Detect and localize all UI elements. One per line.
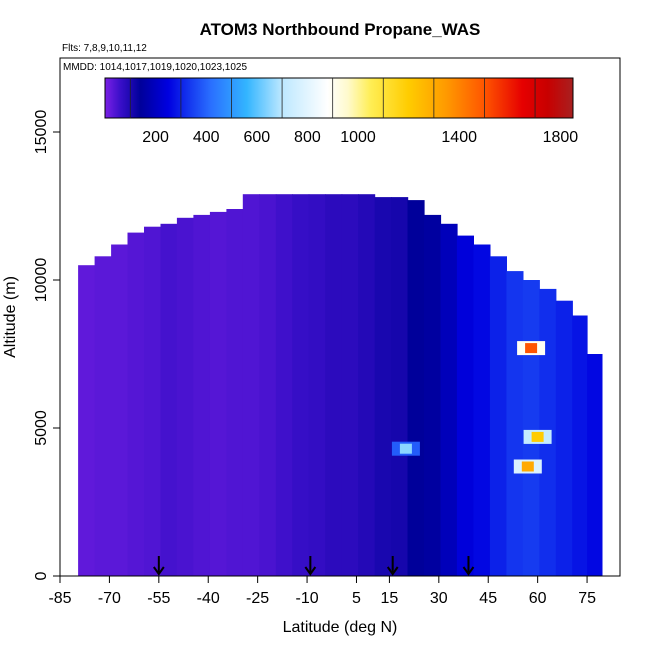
curtain-column (489, 256, 507, 576)
curtain-column (440, 223, 458, 577)
curtain-column (94, 256, 112, 576)
flight-marker-arrowhead (153, 566, 165, 576)
curtain-column (506, 271, 524, 576)
x-tick-label: 60 (529, 590, 547, 607)
hotspot (399, 443, 412, 454)
flights-label: Flts: 7,8,9,10,11,12 (62, 43, 147, 54)
x-tick-label: 45 (479, 590, 497, 607)
colorbar-tick-label: 400 (193, 129, 220, 146)
curtain-column (325, 194, 343, 576)
curtain-column (424, 214, 442, 576)
curtain-column (193, 214, 211, 576)
curtain-column (144, 226, 162, 576)
colorbar-gradient (104, 77, 574, 119)
curtain-column (226, 209, 244, 576)
flight-marker-arrowhead (304, 566, 317, 576)
colorbar-tick-label: 1800 (543, 129, 579, 146)
curtain-column (308, 194, 326, 576)
hotspot (521, 461, 534, 472)
curtain-column (242, 194, 260, 576)
x-tick-label: -70 (98, 590, 121, 607)
curtain-column (572, 315, 588, 576)
colorbar-tick-label: 800 (294, 129, 321, 146)
curtain-column (407, 200, 425, 576)
curtain-column (160, 223, 178, 577)
curtain-column (127, 232, 145, 576)
curtain-column (456, 235, 474, 576)
curtain-column (78, 265, 96, 576)
y-tick-label: 0 (33, 571, 50, 580)
curtain-column (292, 194, 310, 576)
x-tick-label: -55 (147, 590, 170, 607)
x-axis: -85 -70 -55 -40 -25 -10 5 15 30 45 60 75 (48, 576, 596, 607)
curtain-column (587, 354, 603, 576)
y-axis: 0 5000 10000 15000 (33, 110, 60, 580)
flight-marker-arrowhead (462, 566, 475, 576)
curtain-column (358, 194, 376, 576)
x-tick-label: 30 (430, 590, 448, 607)
curtain-column (522, 280, 540, 576)
y-tick-label: 5000 (33, 410, 50, 446)
chart-title: ATOM3 Northbound Propane_WAS (200, 20, 481, 39)
y-tick-label: 10000 (33, 258, 50, 303)
curtain-column (275, 194, 293, 576)
x-axis-label: Latitude (deg N) (283, 619, 398, 636)
curtain-column (111, 244, 129, 576)
plot-frame (59, 57, 621, 577)
plot-area (78, 194, 603, 577)
colorbar-tick-label: 1400 (441, 129, 477, 146)
colorbar-tick-label: 600 (243, 129, 270, 146)
x-tick-label: -25 (246, 590, 269, 607)
y-tick-label: 15000 (33, 110, 50, 155)
flight-marker-arrowhead (386, 566, 399, 576)
curtain-column (209, 211, 227, 576)
x-tick-label: -85 (48, 590, 71, 607)
dates-label: MMDD: 1014,1017,1019,1020,1023,1025 (63, 62, 247, 73)
x-tick-label: -40 (197, 590, 220, 607)
colorbar-tick-label: 200 (142, 129, 169, 146)
curtain-column (259, 194, 277, 576)
hotspot (525, 343, 538, 354)
x-tick-label: 75 (578, 590, 596, 607)
colorbar: 200 400 600 800 1000 1400 1800 (104, 77, 579, 146)
colorbar-tick-label: 1000 (340, 129, 376, 146)
hotspot (531, 431, 544, 442)
curtain-column (374, 197, 392, 576)
curtain-column (555, 300, 573, 576)
curtain-column (473, 244, 491, 576)
curtain-column (176, 217, 194, 577)
x-tick-label: 15 (381, 590, 399, 607)
y-axis-label: Altitude (m) (2, 276, 19, 358)
curtain-column (341, 194, 359, 576)
curtain-column (391, 197, 409, 576)
x-tick-label: -10 (296, 590, 319, 607)
x-tick-label: 5 (352, 590, 361, 607)
